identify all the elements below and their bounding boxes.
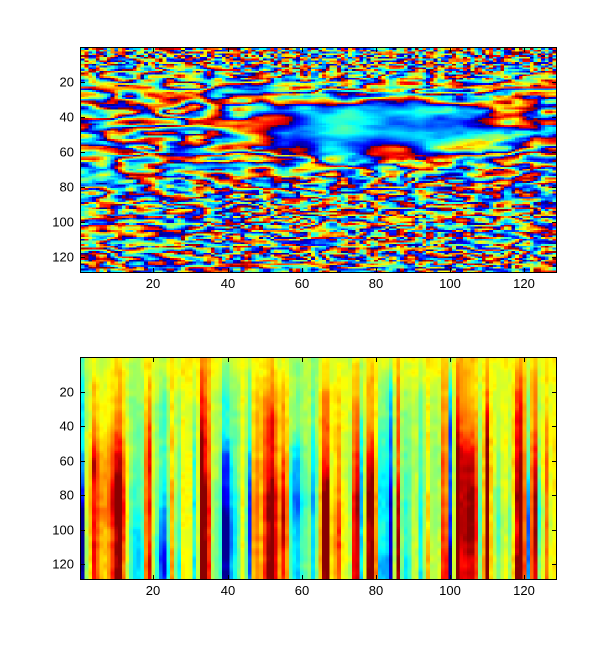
y-tick-label: 80 (59, 179, 74, 195)
x-tick-bottom (153, 575, 154, 579)
y-tick-right (552, 187, 556, 188)
y-tick-right (552, 426, 556, 427)
y-tick-left (81, 82, 85, 83)
y-tick-left (81, 426, 85, 427)
x-tick-label: 40 (220, 276, 236, 291)
y-tick-left (81, 152, 85, 153)
y-tick-left (81, 187, 85, 188)
x-tick-label: 120 (513, 583, 535, 598)
x-tick-label: 20 (145, 583, 161, 598)
y-tick-label: 100 (52, 214, 74, 230)
y-tick-left (81, 222, 85, 223)
x-tick-label: 20 (145, 276, 161, 291)
x-tick-top (376, 48, 377, 52)
y-tick-left (81, 461, 85, 462)
y-tick-left (81, 530, 85, 531)
x-tick-bottom (228, 575, 229, 579)
x-tick-top (228, 358, 229, 362)
x-tick-bottom (450, 268, 451, 272)
x-tick-bottom (302, 268, 303, 272)
x-tick-label: 100 (439, 583, 461, 598)
y-tick-label: 40 (59, 418, 74, 434)
x-tick-label: 120 (513, 276, 535, 291)
y-tick-left (81, 564, 85, 565)
x-tick-bottom (376, 268, 377, 272)
x-tick-top (302, 358, 303, 362)
bottom-heatmap-axes: 20 40 60 80 100 120 20 40 60 80 100 120 (52, 357, 557, 597)
y-tick-right (552, 152, 556, 153)
x-tick-top (524, 48, 525, 52)
y-tick-label: 20 (59, 74, 74, 90)
y-tick-right (552, 222, 556, 223)
y-tick-right (552, 461, 556, 462)
x-tick-top (153, 358, 154, 362)
x-tick-top (450, 48, 451, 52)
y-tick-left (81, 257, 85, 258)
x-tick-label: 100 (439, 276, 461, 291)
y-tick-label: 100 (52, 522, 74, 538)
y-tick-label: 60 (59, 453, 74, 469)
x-tick-bottom (376, 575, 377, 579)
x-tick-bottom (524, 268, 525, 272)
y-tick-label: 20 (59, 384, 74, 400)
y-tick-right (552, 117, 556, 118)
x-tick-top (302, 48, 303, 52)
x-tick-top (228, 48, 229, 52)
y-tick-right (552, 564, 556, 565)
x-tick-bottom (450, 575, 451, 579)
y-tick-left (81, 495, 85, 496)
y-tick-right (552, 495, 556, 496)
y-tick-right (552, 530, 556, 531)
x-tick-top (524, 358, 525, 362)
bottom-heatmap-image (81, 358, 556, 579)
y-tick-right (552, 257, 556, 258)
y-tick-label: 40 (59, 109, 74, 125)
x-tick-bottom (153, 268, 154, 272)
x-tick-label: 80 (368, 583, 384, 598)
x-tick-bottom (524, 575, 525, 579)
y-tick-left (81, 117, 85, 118)
top-heatmap-axes: 20 40 60 80 100 120 20 40 60 80 100 120 (52, 47, 557, 290)
x-tick-label: 60 (294, 276, 310, 291)
x-tick-label: 60 (294, 583, 310, 598)
top-heatmap-image (81, 48, 556, 272)
x-tick-label: 40 (220, 583, 236, 598)
x-tick-top (376, 358, 377, 362)
y-tick-right (552, 82, 556, 83)
y-tick-label: 120 (52, 249, 74, 265)
y-tick-label: 80 (59, 487, 74, 503)
y-tick-right (552, 392, 556, 393)
x-tick-bottom (302, 575, 303, 579)
x-tick-label: 80 (368, 276, 384, 291)
y-tick-left (81, 392, 85, 393)
x-tick-top (450, 358, 451, 362)
y-tick-label: 120 (52, 556, 74, 572)
x-tick-top (153, 48, 154, 52)
x-tick-bottom (228, 268, 229, 272)
y-tick-label: 60 (59, 144, 74, 160)
